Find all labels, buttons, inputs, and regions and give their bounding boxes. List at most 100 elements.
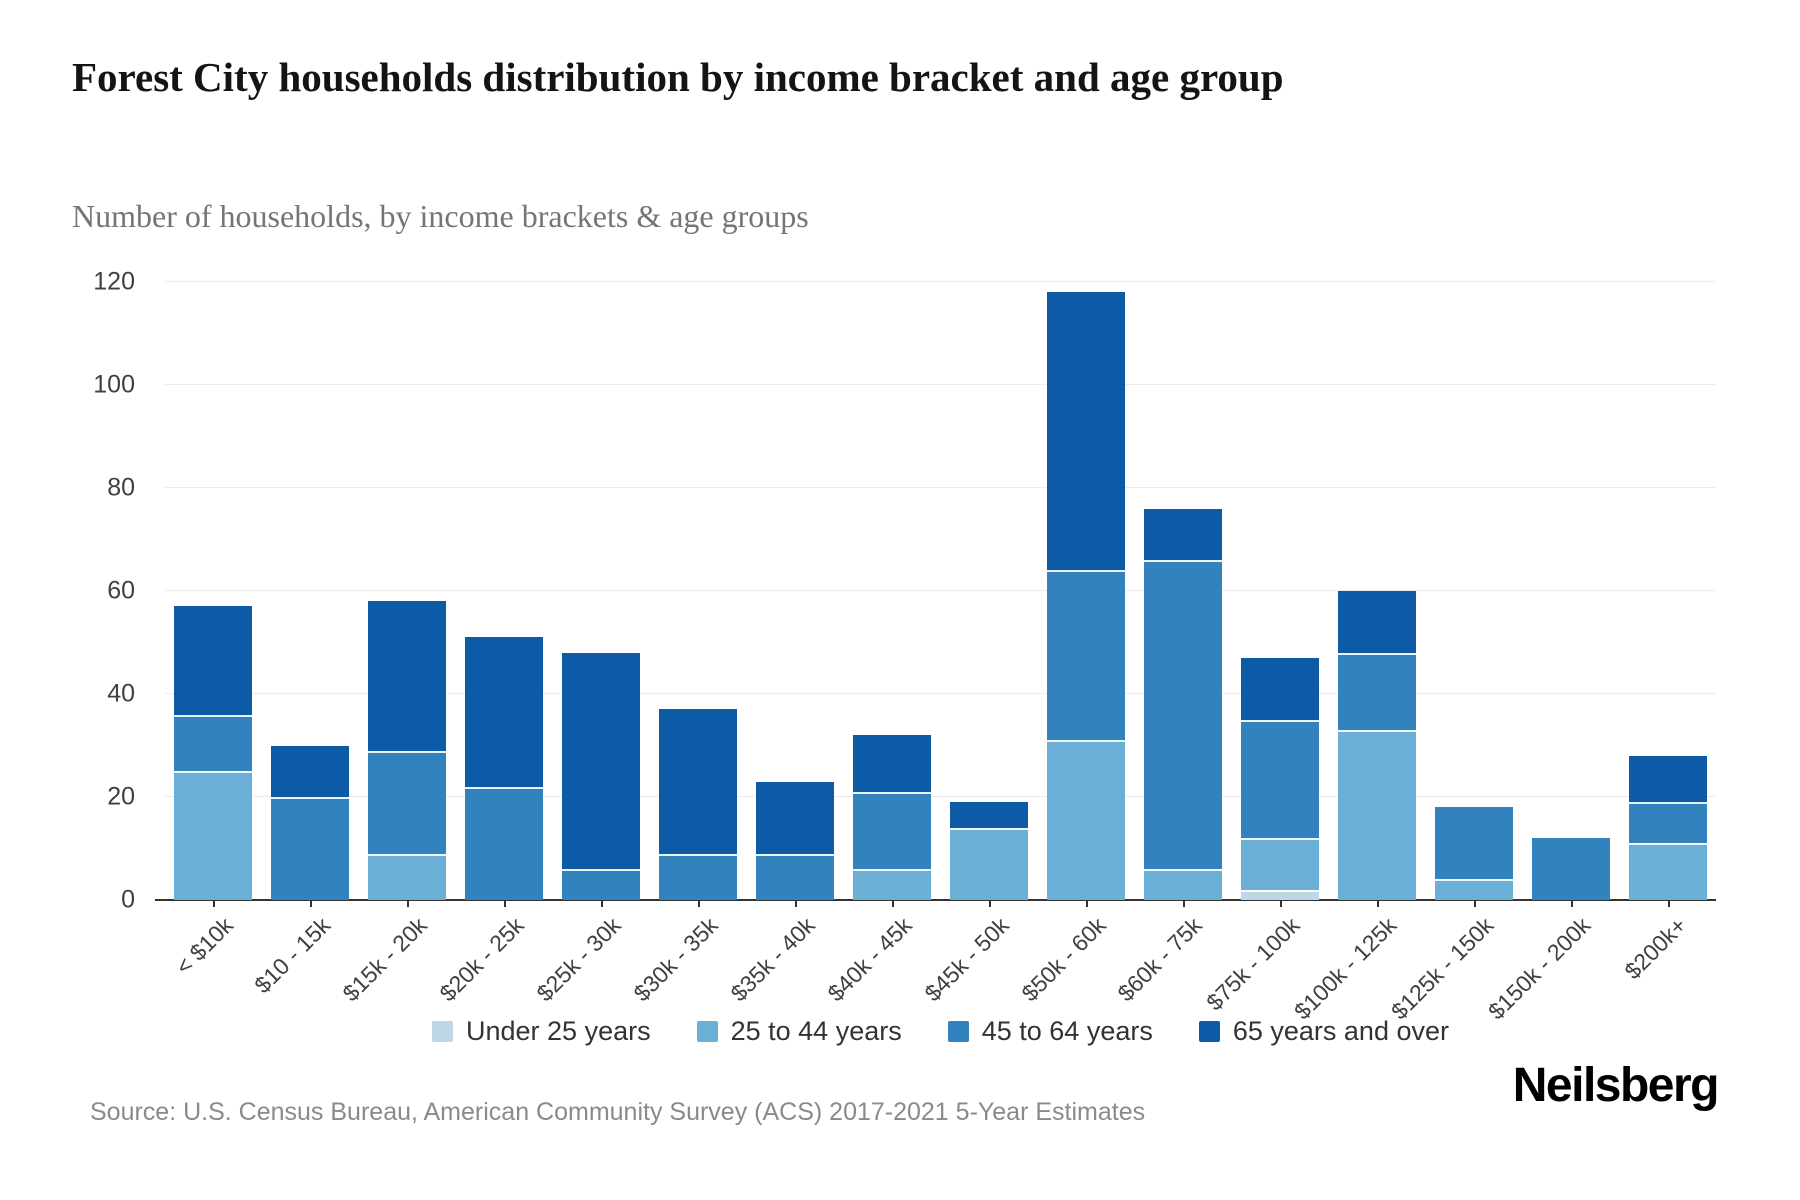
- x-axis-tick: [1085, 900, 1088, 907]
- bar-segment[interactable]: [853, 735, 932, 792]
- chart-plot: < $10k $10 - 15k $15k - 20k $20k - 25k $25k …: [155, 281, 1716, 1024]
- bar-segment[interactable]: [1046, 740, 1125, 900]
- bar-column: $125k - 150k: [1386, 282, 1522, 1024]
- legend-item[interactable]: 25 to 44 years: [696, 1016, 902, 1047]
- source-text: Source: U.S. Census Bureau, American Com…: [90, 1098, 1146, 1126]
- bar-segment[interactable]: [1240, 657, 1319, 720]
- bar-column: $15k - 20k: [337, 282, 456, 1006]
- bar-segment[interactable]: [1143, 560, 1222, 870]
- bar-segment[interactable]: [949, 802, 1028, 828]
- x-tick-label: $125k - 150k: [1385, 912, 1499, 1025]
- bar-segment[interactable]: [853, 869, 932, 900]
- bar-segment[interactable]: [368, 601, 447, 751]
- legend-swatch-icon: [947, 1021, 969, 1042]
- x-axis-tick: [795, 900, 798, 907]
- bar-segment[interactable]: [1434, 879, 1513, 900]
- y-tick-label-20: 20: [107, 782, 135, 811]
- legend-item[interactable]: 65 years and over: [1198, 1016, 1449, 1047]
- y-tick-label-100: 100: [93, 370, 135, 399]
- bar-column: $50k - 60k: [1016, 282, 1134, 1006]
- x-tick-label: $75k - 100k: [1200, 912, 1305, 1016]
- bar-segment[interactable]: [1531, 838, 1610, 900]
- bar-segment[interactable]: [368, 750, 447, 854]
- bar-column: $25k - 30k: [531, 282, 650, 1006]
- bar-segment[interactable]: [756, 781, 835, 854]
- x-tick-label: $60k - 75k: [1112, 912, 1208, 1007]
- bar-segment[interactable]: [1240, 719, 1319, 839]
- legend-label: 45 to 64 years: [981, 1016, 1153, 1046]
- legend-swatch-icon: [432, 1021, 453, 1042]
- y-tick-label-40: 40: [107, 679, 135, 708]
- x-axis-tick: [1667, 900, 1670, 907]
- chart-subtitle: Number of households, by income brackets…: [72, 198, 809, 234]
- bar-segment[interactable]: [1434, 807, 1513, 880]
- bar-segment[interactable]: [174, 771, 253, 900]
- x-axis-tick: [988, 900, 991, 907]
- bar-segment[interactable]: [1143, 508, 1222, 561]
- bar-segment[interactable]: [1046, 570, 1125, 741]
- bar-segment[interactable]: [562, 869, 641, 900]
- x-tick-label: $40k - 45k: [822, 912, 917, 1007]
- bar-segment[interactable]: [1337, 591, 1416, 653]
- bars-container: < $10k $10 - 15k $15k - 20k $20k - 25k $25k …: [165, 282, 1716, 1024]
- x-tick-label: $35k - 40k: [725, 912, 820, 1007]
- bar-column: $150k - 200k: [1483, 282, 1619, 1024]
- bar-segment[interactable]: [1337, 730, 1416, 900]
- bar-segment[interactable]: [562, 652, 641, 870]
- legend-label: 65 years and over: [1232, 1016, 1449, 1046]
- bar-segment[interactable]: [174, 714, 253, 772]
- x-axis-tick: [1182, 900, 1185, 907]
- bar-segment[interactable]: [949, 827, 1028, 900]
- x-axis-tick: [698, 900, 701, 907]
- x-axis-line: [155, 899, 1716, 901]
- bar-segment[interactable]: [1628, 755, 1707, 803]
- x-axis-tick: [213, 900, 216, 907]
- bar-segment[interactable]: [1143, 869, 1222, 900]
- legend-item[interactable]: 45 to 64 years: [947, 1016, 1153, 1047]
- bar-column: < $10k: [165, 282, 262, 980]
- bar-segment[interactable]: [368, 853, 447, 900]
- bar-segment[interactable]: [1240, 838, 1319, 890]
- y-axis-labels: 0 20 40 60 80 100 120: [0, 268, 153, 914]
- legend-label: 25 to 44 years: [730, 1016, 902, 1046]
- x-axis-tick: [407, 900, 410, 907]
- bar-column: $45k - 50k: [919, 282, 1038, 1006]
- bar-segment[interactable]: [1628, 843, 1707, 900]
- x-tick-label: $100k - 125k: [1288, 912, 1402, 1025]
- x-tick-label: $25k - 30k: [531, 912, 626, 1007]
- bar-segment[interactable]: [659, 709, 738, 854]
- x-tick-label: $50k - 60k: [1015, 912, 1111, 1007]
- bar-segment[interactable]: [271, 745, 350, 797]
- x-axis-tick: [892, 900, 895, 907]
- bar-segment[interactable]: [465, 637, 544, 787]
- bar-segment[interactable]: [853, 791, 932, 870]
- bar-column: $200k+: [1619, 282, 1716, 984]
- bar-segment[interactable]: [271, 797, 350, 900]
- bar-segment[interactable]: [1628, 802, 1707, 844]
- x-axis-tick: [1570, 900, 1573, 907]
- bar-segment[interactable]: [465, 786, 544, 900]
- bar-segment[interactable]: [1240, 889, 1319, 900]
- bar-column: $30k - 35k: [628, 282, 747, 1006]
- bar-segment[interactable]: [174, 606, 253, 715]
- bar-column: $60k - 75k: [1113, 282, 1231, 1006]
- bar-segment[interactable]: [1046, 292, 1125, 571]
- grid-line-120: [165, 281, 1716, 282]
- grid-line-100: [165, 384, 1716, 385]
- grid-line-60: [165, 590, 1716, 591]
- bar-segment[interactable]: [756, 853, 835, 900]
- neilsberg-logo: Neilsberg: [1512, 1059, 1720, 1112]
- legend-item[interactable]: Under 25 years: [432, 1016, 651, 1047]
- bar-segment[interactable]: [659, 853, 738, 900]
- x-axis-tick: [1473, 900, 1476, 907]
- bar-column: $75k - 100k: [1201, 282, 1328, 1015]
- y-tick-label-60: 60: [107, 576, 135, 605]
- x-axis-tick: [1279, 900, 1282, 907]
- grid-line-80: [165, 487, 1716, 488]
- bar-segment[interactable]: [1337, 652, 1416, 731]
- bar-column: $100k - 125k: [1289, 282, 1425, 1024]
- x-tick-label: $150k - 200k: [1482, 912, 1595, 1025]
- chart-title: Forest City households distribution by i…: [72, 54, 1284, 100]
- x-tick-label: $20k - 25k: [434, 912, 529, 1007]
